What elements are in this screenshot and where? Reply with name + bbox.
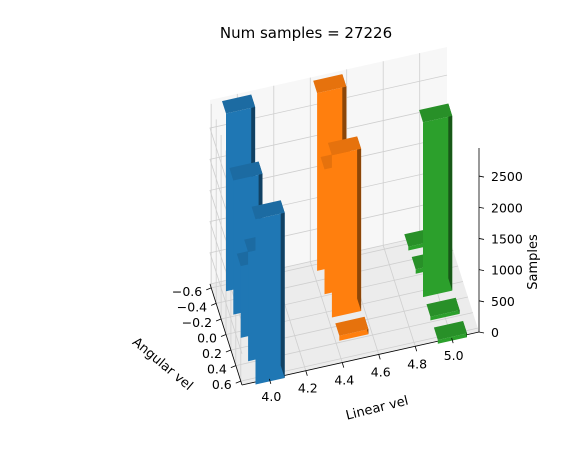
y-tick	[215, 318, 222, 322]
x-tick-label: 5.0	[444, 348, 464, 363]
bar-front-face	[331, 148, 362, 318]
y-tick	[206, 287, 212, 291]
bar-side-face	[280, 200, 285, 378]
x-tick	[414, 346, 418, 352]
y-tick-label: 0.6	[212, 377, 232, 392]
bar-top-face	[313, 74, 347, 94]
z-tick-label: 2500	[491, 169, 523, 184]
y-tick	[235, 380, 241, 384]
y-tick-label: −0.6	[172, 284, 202, 299]
z-tick	[478, 238, 485, 240]
z-tick	[478, 269, 485, 272]
bar-side-face	[448, 103, 453, 291]
z-tick	[478, 300, 485, 303]
x-tick	[341, 362, 345, 368]
bar-top-face	[327, 136, 362, 156]
x-tick-label: 4.0	[261, 389, 281, 404]
y-tick-label: 0.0	[197, 331, 217, 346]
z-tick-label: 1000	[491, 263, 523, 278]
y-tick	[225, 349, 232, 353]
bar-top-face	[426, 297, 460, 317]
bar-top-face	[229, 161, 263, 181]
x-tick-label: 4.8	[407, 356, 427, 371]
chart-title: Num samples = 27226	[220, 24, 392, 42]
z-tick-label: 500	[491, 294, 515, 309]
bar-front-face	[430, 310, 460, 321]
y-tick-label: 0.2	[202, 346, 222, 361]
bar-top-face	[419, 103, 453, 123]
x-axis-label: Linear vel	[344, 394, 410, 424]
z-tick-label: 1500	[491, 231, 523, 246]
bar-side-face	[357, 136, 362, 311]
x-tick	[378, 354, 381, 360]
bar-top-face	[335, 316, 369, 336]
x-tick-label: 4.6	[371, 364, 391, 379]
z-tick	[478, 206, 485, 209]
z-tick	[478, 331, 485, 334]
y-tick	[220, 334, 227, 337]
bars-group	[222, 74, 467, 385]
z-tick-label: 0	[491, 325, 499, 340]
bar-top-face	[222, 94, 256, 114]
bar-front-face	[437, 333, 467, 344]
z-tick	[478, 175, 485, 178]
bar-top-face	[251, 200, 285, 220]
x-tick	[305, 370, 308, 376]
x-tick	[268, 378, 272, 384]
x-tick-label: 4.4	[334, 373, 354, 388]
bar-front-face	[255, 212, 285, 385]
bar-top-face	[433, 321, 467, 340]
y-axis-label: Angular vel	[129, 335, 195, 394]
z-tick-label: 2000	[491, 200, 523, 215]
x-tick	[451, 338, 454, 344]
bar-s2-3	[426, 297, 460, 321]
y-tick	[211, 303, 217, 306]
bar-s0-4	[251, 200, 285, 385]
y-tick-label: −0.2	[182, 315, 212, 330]
bar-s2-2	[419, 103, 453, 298]
bar-front-face	[339, 329, 369, 341]
ticks-group: 4.04.24.44.64.85.0−0.6−0.4−0.20.00.20.40…	[172, 169, 523, 404]
y-tick	[230, 365, 236, 368]
bar-s1-3	[335, 316, 369, 341]
bar-front-face	[423, 115, 453, 298]
bar-s1-2	[327, 136, 362, 318]
bar-s2-4	[433, 321, 467, 344]
z-grid-line	[209, 199, 448, 354]
y-tick-label: 0.4	[207, 362, 227, 377]
y-tick-label: −0.4	[177, 299, 207, 314]
z-axis-label: Samples	[526, 234, 541, 290]
x-tick-label: 4.2	[298, 381, 318, 396]
